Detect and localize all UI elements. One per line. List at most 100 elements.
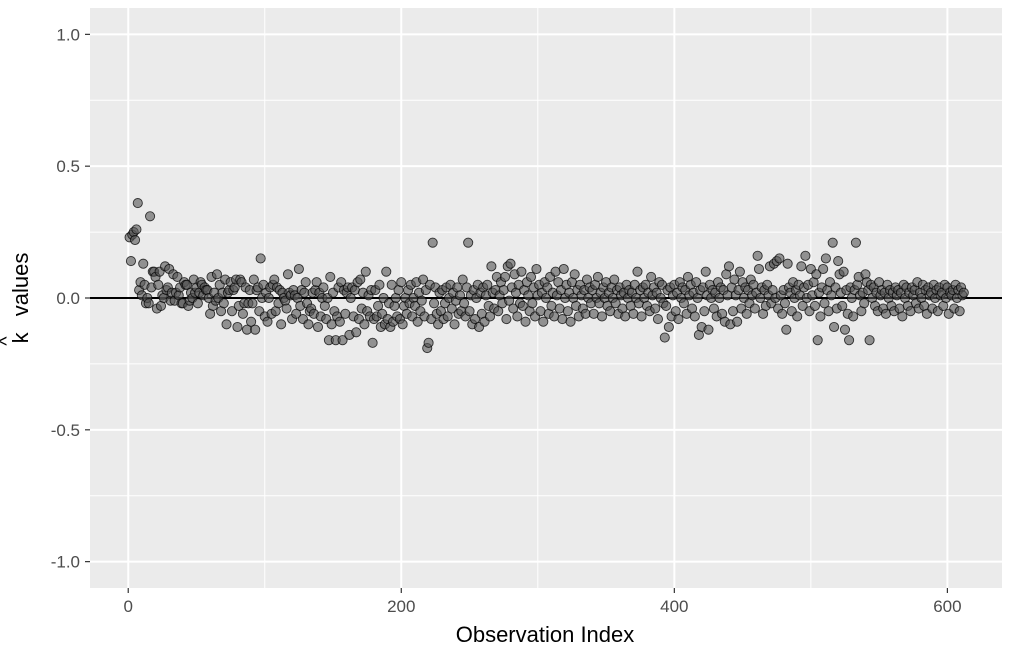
data-point — [741, 308, 752, 319]
data-point — [734, 266, 745, 277]
data-point — [381, 266, 392, 277]
data-point — [125, 256, 137, 267]
data-point — [423, 337, 434, 348]
data-point — [700, 266, 711, 277]
data-point — [454, 290, 466, 301]
data-point — [374, 279, 385, 290]
data-point — [827, 237, 838, 248]
data-point — [897, 311, 908, 322]
data-point — [752, 250, 763, 261]
data-point — [689, 311, 700, 322]
data-point — [457, 274, 468, 285]
data-point — [850, 237, 861, 248]
data-point — [636, 311, 647, 322]
data-point — [610, 298, 621, 309]
data-point — [525, 271, 537, 282]
data-point — [397, 319, 408, 330]
data-point — [276, 319, 287, 330]
data-point — [262, 316, 273, 327]
data-point — [826, 290, 837, 301]
data-point — [703, 324, 714, 335]
data-point — [248, 274, 259, 285]
data-point — [192, 298, 203, 309]
y-axis-title-symbol: k — [8, 331, 33, 343]
data-point — [300, 277, 311, 288]
data-point — [360, 266, 371, 277]
data-point — [829, 321, 840, 333]
data-point — [632, 266, 643, 277]
data-point — [484, 311, 496, 322]
data-point — [247, 298, 258, 309]
data-point — [815, 311, 826, 322]
data-point — [486, 261, 497, 272]
data-point — [221, 319, 232, 330]
data-point — [449, 319, 460, 330]
y-tick-label: 0.5 — [56, 157, 80, 176]
data-point — [838, 266, 849, 277]
x-tick-label: 0 — [123, 597, 132, 616]
data-point — [334, 316, 345, 327]
data-point — [652, 314, 664, 325]
data-point — [311, 277, 322, 288]
x-tick-label: 600 — [933, 597, 961, 616]
data-point — [132, 198, 143, 209]
data-point — [558, 263, 569, 275]
data-point — [263, 292, 274, 304]
data-point — [663, 321, 674, 333]
data-point — [569, 269, 580, 280]
x-axis: 0 200 400 600 — [123, 588, 962, 616]
data-point — [527, 298, 538, 309]
data-point — [540, 292, 552, 304]
data-point — [505, 258, 516, 269]
data-point — [464, 306, 475, 317]
data-point — [396, 277, 407, 288]
data-point — [837, 300, 848, 311]
data-point — [516, 266, 527, 277]
data-point — [691, 277, 702, 288]
data-point — [538, 316, 549, 327]
y-tick-label: 1.0 — [56, 25, 80, 44]
data-point — [954, 306, 965, 317]
data-point — [345, 292, 356, 304]
data-point — [355, 274, 366, 285]
data-point — [782, 258, 793, 269]
data-point — [138, 258, 149, 269]
data-point — [844, 335, 855, 346]
data-point — [562, 306, 573, 317]
data-point — [819, 298, 830, 309]
data-point — [282, 269, 294, 280]
data-points — [124, 198, 969, 354]
data-point — [427, 237, 438, 248]
data-point — [646, 271, 657, 282]
data-point — [325, 271, 336, 282]
data-point — [659, 332, 670, 343]
data-point — [517, 300, 528, 311]
data-point — [732, 316, 743, 327]
data-point — [250, 324, 261, 335]
data-point — [848, 311, 859, 322]
data-point — [812, 335, 823, 346]
data-point — [839, 324, 851, 335]
data-point — [833, 256, 844, 267]
y-axis-title: k values ^ — [0, 253, 33, 346]
data-point — [153, 279, 164, 290]
data-point — [508, 303, 519, 314]
data-point — [367, 337, 378, 348]
data-point — [463, 237, 474, 248]
data-point — [291, 308, 302, 319]
data-point — [565, 316, 576, 327]
data-point — [796, 261, 807, 272]
data-point — [493, 306, 504, 317]
data-point — [237, 308, 248, 319]
data-point — [181, 279, 192, 290]
data-point — [809, 300, 821, 311]
data-point — [418, 274, 429, 285]
data-point — [226, 306, 238, 317]
data-point — [792, 311, 803, 322]
data-point — [469, 314, 481, 325]
data-point — [446, 303, 457, 314]
data-point — [255, 253, 266, 264]
data-point — [800, 250, 811, 261]
data-point — [482, 279, 493, 290]
